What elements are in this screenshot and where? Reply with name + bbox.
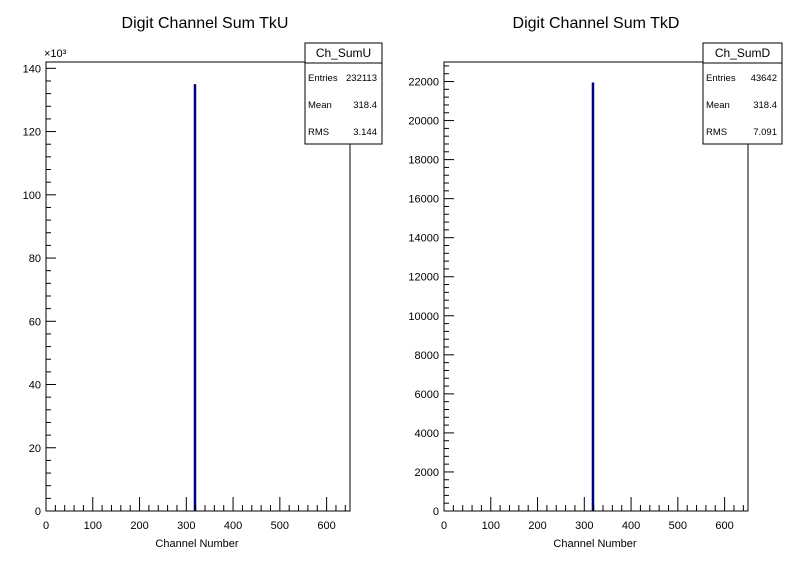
stats-box: Ch_SumU Entries 232113 Mean 318.4 RMS 3.144 <box>304 42 383 145</box>
histogram-bar <box>193 84 197 512</box>
stats-box: Ch_SumD Entries 43642 Mean 318.4 RMS 7.091 <box>702 42 783 145</box>
stats-row-label: RMS <box>706 127 727 138</box>
stats-row-label: Mean <box>706 100 730 111</box>
stats-row-value: 232113 <box>346 73 377 84</box>
histogram-bar <box>591 82 595 511</box>
stats-row-label: Mean <box>308 100 332 111</box>
y-tick-label: 40 <box>29 380 41 392</box>
x-tick-label: 300 <box>575 520 593 532</box>
y-tick-label: 4000 <box>415 428 439 440</box>
stats-row-value: 318.4 <box>353 100 377 111</box>
y-tick-label: 10000 <box>408 311 439 323</box>
stats-box-frame <box>702 42 783 145</box>
plot-frame <box>45 61 351 512</box>
y-tick-label: 16000 <box>408 194 439 206</box>
y-tick-label: 100 <box>23 190 41 202</box>
x-tick-label: 0 <box>441 520 447 532</box>
x-tick-label: 600 <box>317 520 335 532</box>
x-tick-label: 200 <box>528 520 546 532</box>
y-tick-label: 20 <box>29 443 41 455</box>
y-tick-label: 80 <box>29 253 41 265</box>
y-tick-label: 22000 <box>408 77 439 89</box>
x-tick-label: 200 <box>130 520 148 532</box>
y-tick-label: 60 <box>29 316 41 328</box>
stats-box-frame <box>304 42 383 145</box>
y-multiplier-label: ×10³ <box>44 48 67 60</box>
stats-row-value: 7.091 <box>753 127 777 138</box>
stats-row-value: 43642 <box>751 73 777 84</box>
y-tick-label: 0 <box>433 506 439 518</box>
x-tick-label: 400 <box>224 520 242 532</box>
y-tick-label: 14000 <box>408 233 439 245</box>
x-tick-label: 300 <box>177 520 195 532</box>
stats-row-label: Entries <box>308 73 338 84</box>
y-tick-label: 2000 <box>415 467 439 479</box>
y-tick-label: 8000 <box>415 350 439 362</box>
y-tick-label: 120 <box>23 127 41 139</box>
x-tick-label: 500 <box>271 520 289 532</box>
x-tick-label: 0 <box>43 520 49 532</box>
y-tick-label: 20000 <box>408 116 439 128</box>
chart-title: Digit Channel Sum TkD <box>513 15 680 32</box>
y-tick-label: 12000 <box>408 272 439 284</box>
x-tick-label: 500 <box>669 520 687 532</box>
plot-frame <box>443 61 749 512</box>
y-tick-label: 18000 <box>408 155 439 167</box>
x-tick-label: 600 <box>715 520 733 532</box>
stats-row-value: 318.4 <box>753 100 777 111</box>
x-tick-label: 100 <box>482 520 500 532</box>
stats-row-label: Entries <box>706 73 736 84</box>
stats-box-name: Ch_SumU <box>316 46 371 60</box>
x-tick-label: 400 <box>622 520 640 532</box>
x-axis-label: Channel Number <box>155 538 238 550</box>
y-tick-label: 140 <box>23 63 41 75</box>
stats-row-value: 3.144 <box>353 127 377 138</box>
y-tick-label: 6000 <box>415 389 439 401</box>
stats-box-name: Ch_SumD <box>715 46 771 60</box>
stats-row-label: RMS <box>308 127 329 138</box>
x-tick-label: 100 <box>84 520 102 532</box>
y-tick-label: 0 <box>35 506 41 518</box>
x-axis-label: Channel Number <box>553 538 636 550</box>
chart-title: Digit Channel Sum TkU <box>122 15 289 32</box>
histogram-pad-tku: Digit Channel Sum TkU 0 100 200 300 400 500 60… <box>23 15 383 550</box>
histogram-pad-tkd: Digit Channel Sum TkD 0 100 200 300 400 500 60… <box>408 15 783 550</box>
